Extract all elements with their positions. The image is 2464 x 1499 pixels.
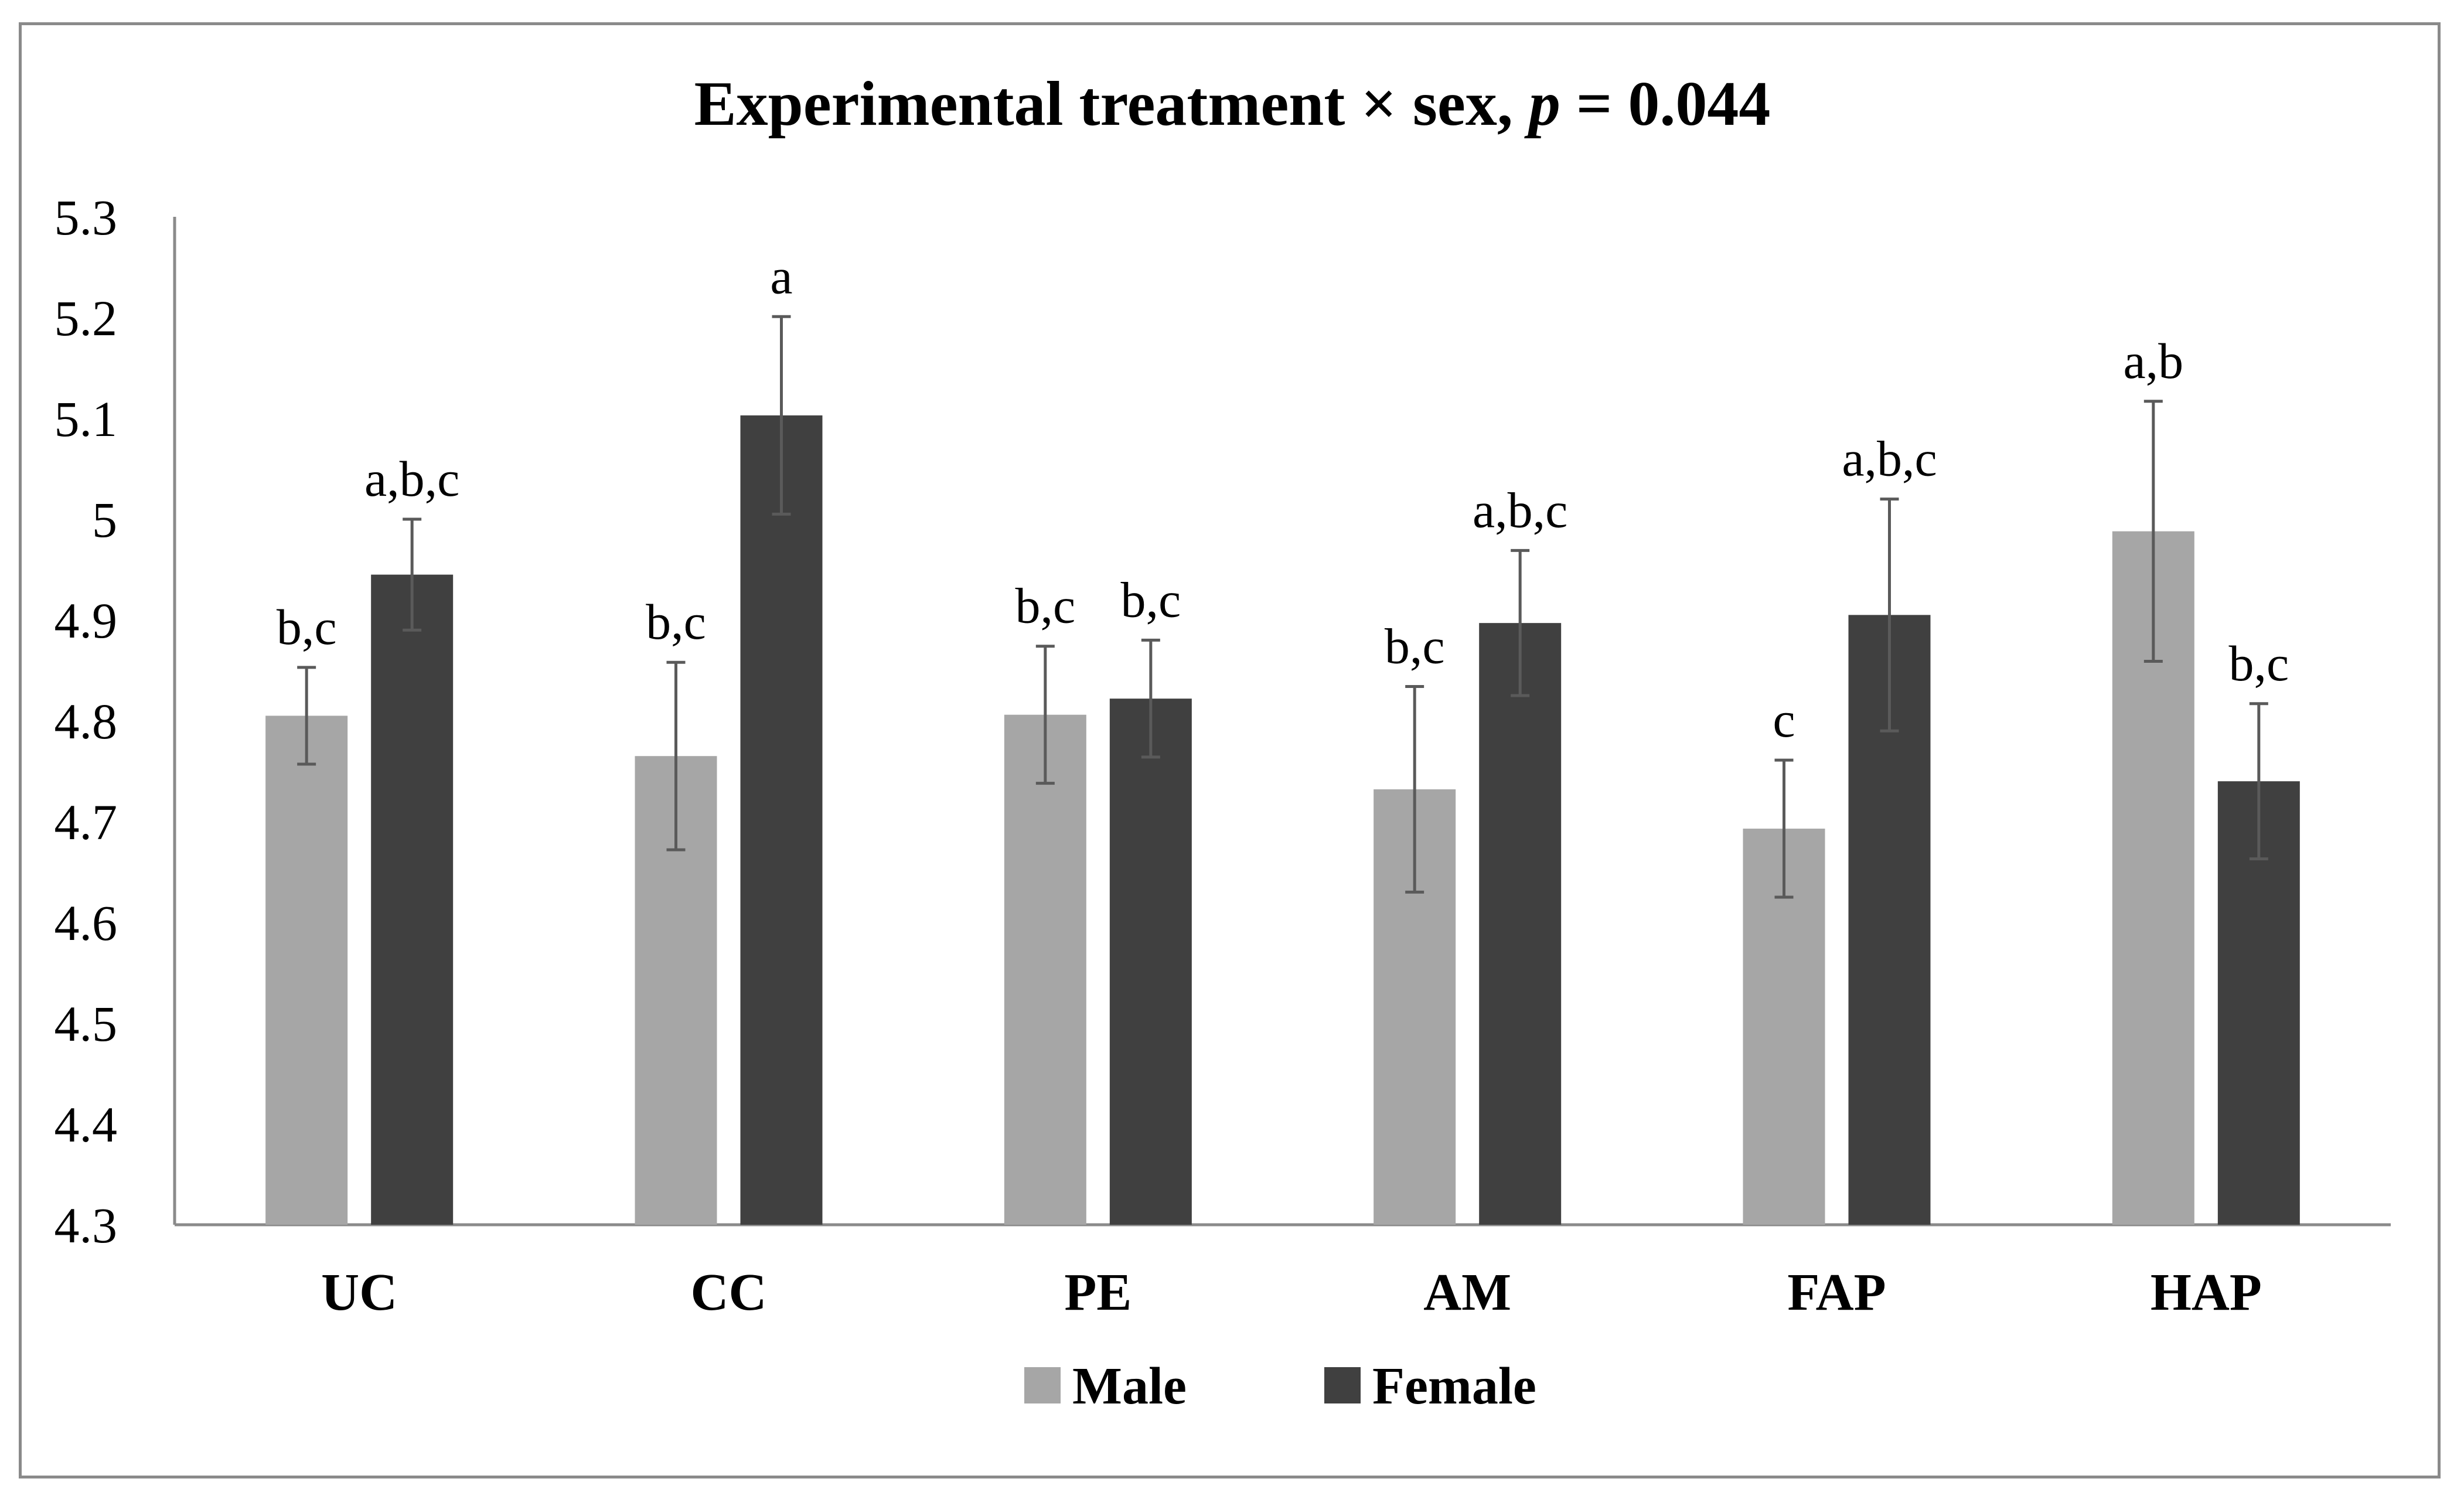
significance-letter: b,c xyxy=(1120,571,1181,628)
y-tick-label: 5 xyxy=(92,492,117,548)
y-tick-label: 4.7 xyxy=(54,794,118,850)
significance-letter: c xyxy=(1773,691,1795,748)
error-bars xyxy=(297,315,2268,899)
significance-letter: a,b,c xyxy=(1842,431,1937,487)
y-tick-label: 4.6 xyxy=(54,895,118,951)
significance-letter: b,c xyxy=(2228,635,2289,691)
y-tick-label: 4.3 xyxy=(54,1197,118,1253)
significance-letter: b,c xyxy=(646,594,706,650)
significance-letter: a,b,c xyxy=(1473,482,1567,538)
y-tick-label: 4.4 xyxy=(54,1096,118,1153)
legend: Male Female xyxy=(1024,1357,1536,1415)
y-tick-label: 5.1 xyxy=(54,391,118,447)
significance-letter: a,b,c xyxy=(364,451,459,507)
bar xyxy=(265,716,348,1225)
legend-label: Male xyxy=(1072,1357,1187,1415)
x-tick-label: PE xyxy=(1064,1263,1132,1321)
significance-letters: b,c b,c b,c b,c c a,b a,b,c a b,c a,b,c a,b,c b,c xyxy=(277,248,2289,748)
bars xyxy=(265,415,2300,1225)
x-axis: UC CC PE AM FAP HAP xyxy=(175,1223,2391,1321)
bar xyxy=(371,574,454,1225)
bar xyxy=(740,415,823,1225)
bar xyxy=(1109,699,1192,1225)
legend-swatch xyxy=(1324,1367,1361,1403)
significance-letter: b,c xyxy=(277,599,337,655)
significance-letter: b,c xyxy=(1015,578,1075,634)
x-tick-label: AM xyxy=(1423,1263,1511,1321)
y-axis: 4.3 4.4 4.5 4.6 4.7 4.8 4.9 5 5.1 5.2 5.3 xyxy=(54,189,176,1253)
y-tick-label: 4.5 xyxy=(54,996,118,1052)
x-tick-label: UC xyxy=(321,1263,397,1321)
y-tick-label: 5.2 xyxy=(54,290,118,346)
y-tick-label: 4.8 xyxy=(54,693,118,750)
bar xyxy=(1479,623,1562,1225)
significance-letter: a,b xyxy=(2123,333,2183,389)
x-tick-label: CC xyxy=(691,1263,767,1321)
legend-label: Female xyxy=(1372,1357,1536,1415)
x-tick-label: HAP xyxy=(2151,1263,2262,1321)
chart-title: Experimental treatment × sex, p = 0.044 xyxy=(694,69,1771,139)
legend-swatch xyxy=(1024,1367,1061,1403)
y-tick-label: 4.9 xyxy=(54,592,118,649)
significance-letter: b,c xyxy=(1385,618,1445,674)
significance-letter: a xyxy=(770,248,792,304)
y-tick-label: 5.3 xyxy=(54,189,118,246)
x-tick-label: FAP xyxy=(1787,1263,1886,1321)
bar xyxy=(1004,714,1086,1225)
